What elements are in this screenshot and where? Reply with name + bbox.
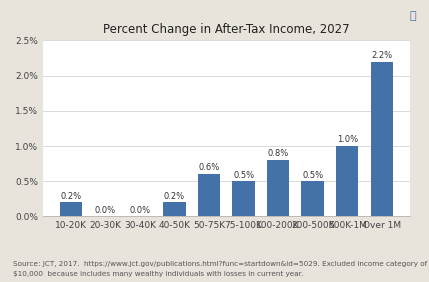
- Bar: [233, 181, 255, 217]
- Text: 0.0%: 0.0%: [95, 206, 116, 215]
- Bar: [302, 181, 324, 217]
- Text: 2.2%: 2.2%: [371, 51, 393, 60]
- Text: 0.6%: 0.6%: [198, 164, 220, 173]
- Bar: [198, 174, 220, 217]
- Bar: [336, 146, 359, 217]
- Text: Source: JCT, 2017.  https://www.jct.gov/publications.html?func=startdown&id=5029: Source: JCT, 2017. https://www.jct.gov/p…: [13, 261, 429, 267]
- Text: $10,000  because includes many wealthy individuals with losses in current year.: $10,000 because includes many wealthy in…: [13, 271, 303, 277]
- Text: 0.5%: 0.5%: [233, 171, 254, 180]
- Text: 1.0%: 1.0%: [337, 135, 358, 144]
- Bar: [267, 160, 289, 217]
- Text: 0.2%: 0.2%: [60, 192, 82, 201]
- Text: 0.5%: 0.5%: [302, 171, 323, 180]
- Text: ⓘ: ⓘ: [410, 11, 416, 21]
- Title: Percent Change in After-Tax Income, 2027: Percent Change in After-Tax Income, 2027: [103, 23, 350, 36]
- Text: 0.8%: 0.8%: [268, 149, 289, 158]
- Bar: [371, 61, 393, 217]
- Bar: [60, 202, 82, 217]
- Text: 0.0%: 0.0%: [129, 206, 151, 215]
- Bar: [163, 202, 186, 217]
- Text: 0.2%: 0.2%: [164, 192, 185, 201]
